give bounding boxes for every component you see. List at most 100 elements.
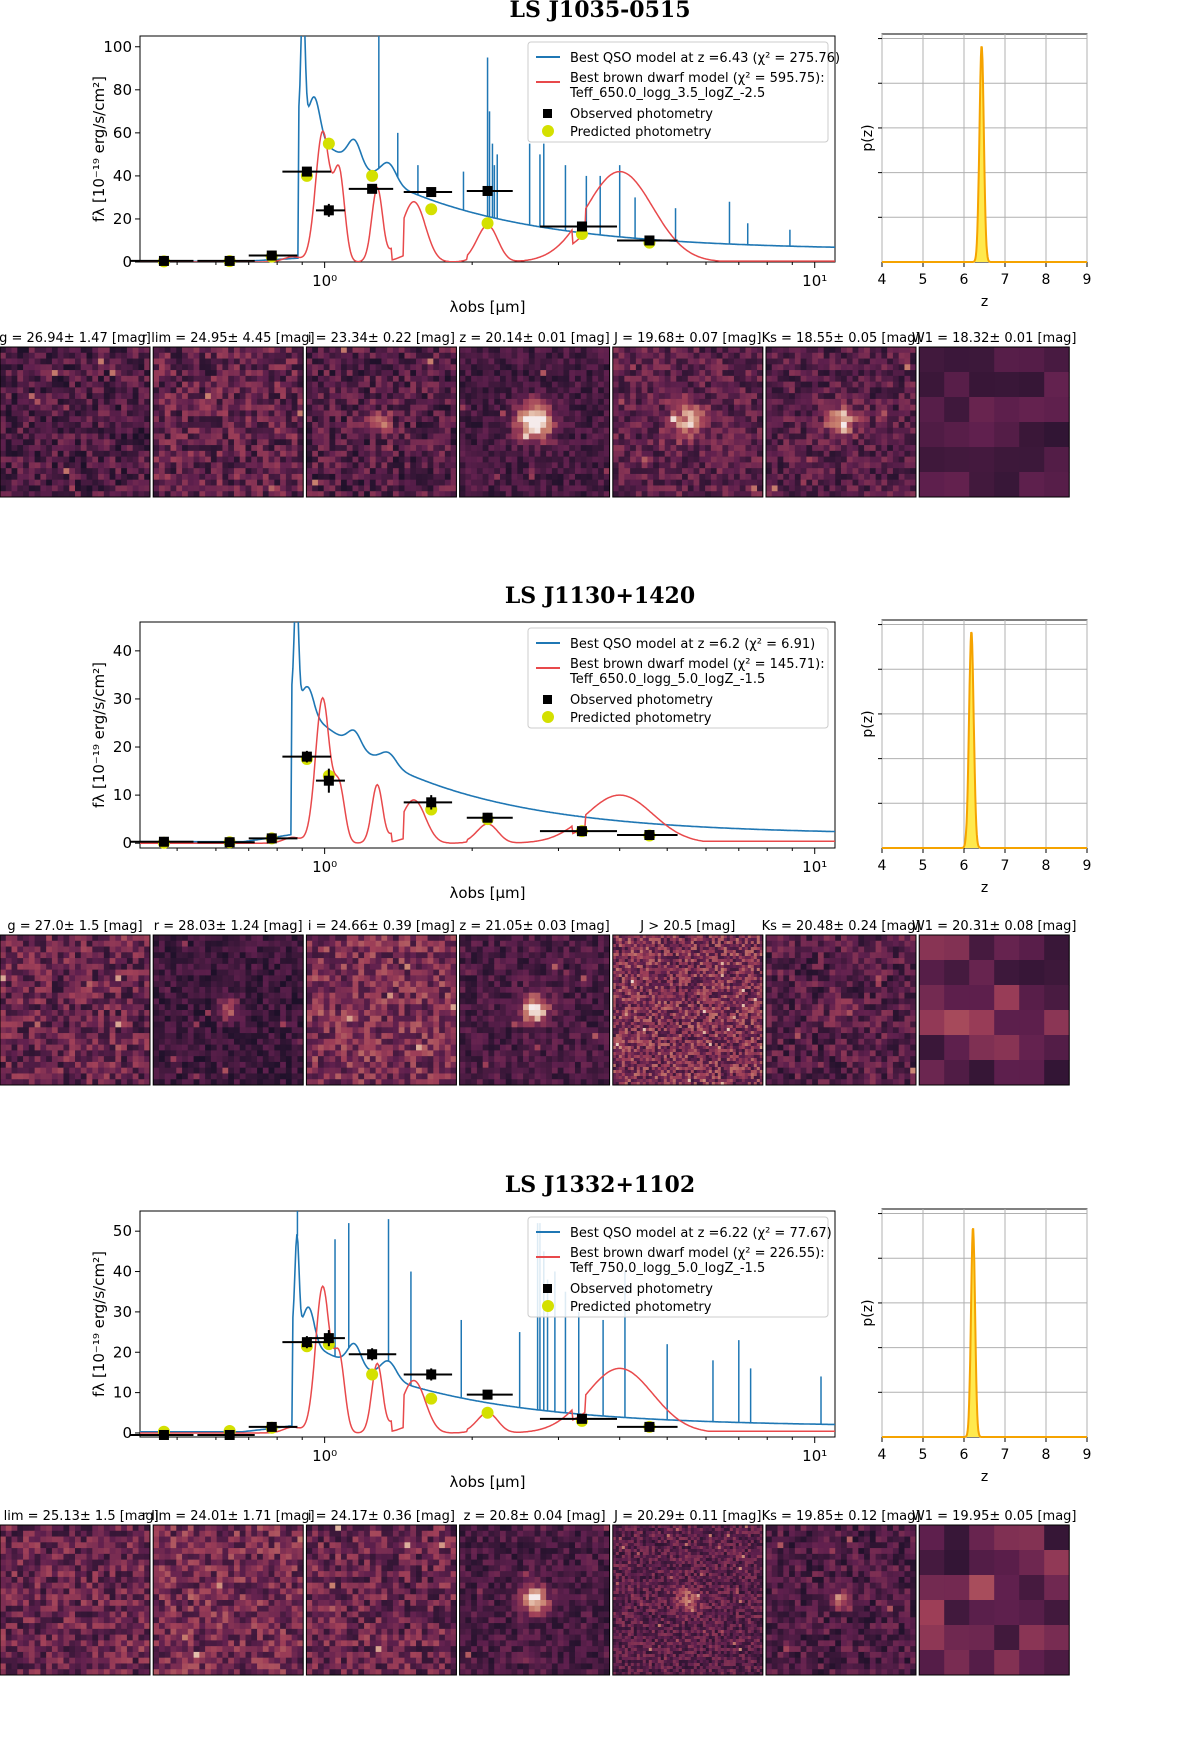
cutout-pixel [51,416,59,423]
observed-point [482,185,493,196]
cutout-pixel [392,347,400,354]
cutout-pixel [829,462,836,469]
cutout-pixel [835,358,842,365]
cutout-pixel [306,473,313,481]
cutout-pixel [92,468,99,475]
cutout-pixel [471,450,478,458]
cutout-pixel [245,398,252,406]
cutout-pixel [647,393,654,400]
cutout-pixel [745,450,752,458]
cutout-pixel [416,370,423,377]
cutout-pixel [375,393,382,400]
cutout-pixel [126,1027,134,1034]
cutout-pixel [132,1056,139,1063]
cutout-pixel [329,479,336,486]
cutout-pixel [115,1033,122,1040]
cutout-pixel [693,352,700,359]
cutout-pixel [398,398,405,406]
cutout-pixel [603,468,610,475]
cutout-pixel [745,404,752,411]
cutout-pixel [739,410,746,417]
cutout-pixel [34,473,41,481]
cutout-pixel [546,445,553,452]
cutout-pixel [829,456,836,463]
cutout-pixel [233,427,241,434]
cutout-pixel [144,398,151,406]
cutout-pixel [699,473,706,481]
cutout-pixel [1019,447,1045,473]
cutout-pixel [817,370,825,377]
cutout-pixel [297,433,304,440]
cutout-pixel [257,358,264,365]
cutout-pixel [523,433,530,440]
cutout-pixel [306,393,313,400]
cutout-pixel [98,1015,105,1022]
cutout-pixel [40,393,47,400]
cutout-pixel [910,393,917,400]
cutout-pixel [722,427,729,434]
cutout-pixel [789,445,796,452]
cutout-pixel [465,358,472,365]
cutout-pixel [262,468,269,475]
cutout-pixel [705,398,712,406]
cutout-pixel [115,416,122,423]
cutout-pixel [1044,397,1070,423]
cutout-pixel [624,364,631,371]
cutout-pixel [23,462,30,469]
cutout-pixel [546,473,553,481]
cutout-pixel [285,352,293,359]
cutout-pixel [829,485,836,492]
cutout-pixel [794,410,802,417]
cutout-pixel [187,450,194,458]
cutout-pixel [375,479,382,486]
cutout-pixel [144,935,151,942]
cutout-pixel [297,398,304,406]
cutout-pixel [421,358,428,365]
cutout-pixel [375,347,382,354]
cutout-pixel [158,479,166,486]
cutout-pixel [346,445,353,452]
cutout-pixel [858,404,865,411]
cutout-pixel [5,439,12,446]
cutout-pixel [34,1056,41,1063]
cutout-pixel [511,398,518,406]
cutout-pixel [612,404,619,411]
cutout-pixel [705,491,712,498]
cutout-pixel [306,347,313,354]
cutout-pixel [864,445,871,452]
cutout-pixel [580,364,587,371]
cutout-pixel [592,393,599,400]
cutout-pixel [5,462,12,469]
cutout-pixel [557,416,564,423]
cutout-pixel [323,375,330,383]
cutout-pixel [794,387,802,394]
cutout-pixel [46,479,53,486]
cutout-pixel [268,485,275,492]
cutout-pixel [771,479,778,486]
cutout-pixel [540,468,547,475]
cutout-pixel [205,404,212,411]
cutout-pixel [574,462,582,469]
cutout-pixel [182,358,189,365]
cutout-pixel [75,416,82,423]
cutout-pixel [693,473,700,481]
cutout-pixel [80,975,87,982]
cutout-pixel [404,456,411,463]
cutout-pixel [580,398,587,406]
cutout-pixel [540,381,547,388]
cutout-pixel [551,462,559,469]
cutout-pixel [291,450,298,458]
cutout-pixel [823,381,830,388]
cutout-pixel [17,370,24,377]
cutout-pixel [817,416,825,423]
cutout-pixel [641,427,648,434]
cutout-pixel [329,485,336,492]
cutout-pixel [392,427,400,434]
cutout-pixel [398,462,405,469]
cutout-pixel [618,410,625,417]
cutout-pixel [557,439,564,446]
cutout-pixel [92,935,99,942]
cutout-pixel [563,439,570,446]
cutout-pixel [892,358,900,365]
cutout-pixel [285,416,293,423]
